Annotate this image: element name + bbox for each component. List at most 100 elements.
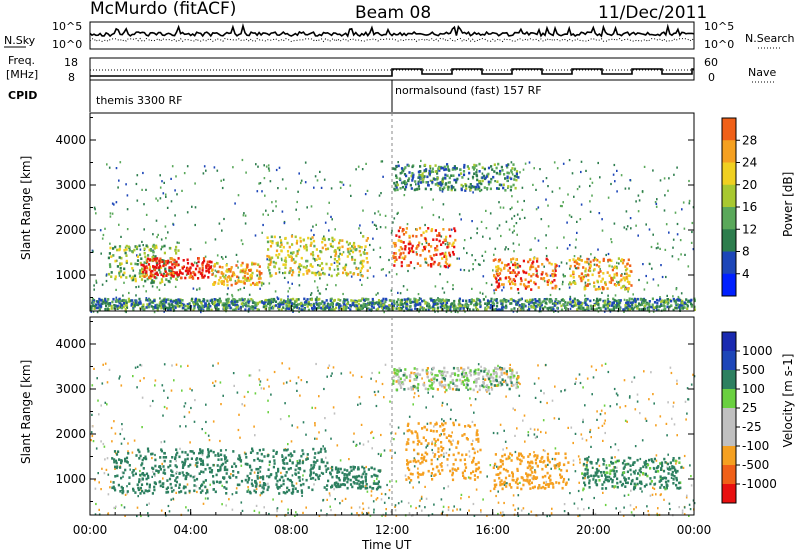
echo-cell (216, 262, 218, 265)
echo-cell (112, 254, 114, 257)
speckle-cell (382, 160, 384, 162)
echo-cell (119, 248, 121, 251)
speckle-cell (121, 504, 123, 506)
echo-cell (641, 308, 643, 311)
echo-cell (319, 264, 321, 267)
echo-cell (134, 304, 136, 307)
echo-cell (503, 267, 505, 270)
speckle-cell (339, 253, 341, 255)
echo-cell (581, 259, 583, 262)
speckle-cell (274, 371, 276, 373)
echo-cell (117, 265, 119, 268)
echo-cell (201, 274, 203, 277)
echo-cell (213, 488, 215, 491)
echo-cell (130, 263, 132, 266)
speckle-cell (580, 218, 582, 220)
echo-cell (377, 308, 379, 311)
echo-cell (538, 286, 540, 289)
speckle-cell (494, 292, 496, 294)
speckle-cell (678, 506, 680, 508)
echo-cell (516, 273, 518, 276)
speckle-cell (551, 512, 553, 514)
speckle-cell (396, 480, 398, 482)
speckle-cell (564, 389, 566, 391)
speckle-cell (373, 509, 375, 511)
echo-cell (418, 171, 420, 174)
echo-cell (409, 250, 411, 253)
speckle-cell (303, 421, 305, 423)
speckle-cell (431, 449, 433, 451)
echo-cell (398, 230, 400, 233)
echo-cell (129, 249, 131, 252)
search-label: N.Search (745, 32, 795, 45)
echo-cell (607, 287, 609, 290)
speckle-cell (341, 181, 343, 183)
freq-label: Freq. (8, 54, 35, 67)
speckle-cell (279, 167, 281, 169)
echo-cell (615, 284, 617, 287)
echo-cell (313, 472, 315, 475)
speckle-cell (263, 506, 265, 508)
speckle-cell (666, 223, 668, 225)
beam-title: Beam 08 (355, 3, 431, 23)
echo-cell (251, 263, 253, 266)
echo-cell (432, 238, 434, 241)
echo-cell (577, 257, 579, 260)
echo-cell (445, 299, 447, 302)
echo-cell (393, 264, 395, 267)
echo-cell (322, 247, 324, 250)
echo-cell (144, 256, 146, 259)
speckle-cell (608, 253, 610, 255)
echo-cell (327, 248, 329, 251)
speckle-cell (125, 183, 127, 185)
speckle-cell (380, 192, 382, 194)
echo-cell (312, 254, 314, 257)
echo-cell (109, 263, 111, 266)
speckle-cell (257, 190, 259, 192)
speckle-cell (604, 405, 606, 407)
speckle-cell (120, 236, 122, 238)
echo-cell (547, 283, 549, 286)
speckle-cell (506, 482, 508, 484)
echo-cell (623, 308, 625, 311)
echo-cell (398, 256, 400, 259)
speckle-cell (135, 468, 137, 470)
echo-cell (403, 229, 405, 232)
echo-cell (334, 299, 336, 302)
speckle-cell (120, 433, 122, 435)
echo-cell (380, 304, 382, 307)
echo-cell (419, 303, 421, 306)
echo-cell (620, 299, 622, 302)
speckle-cell (475, 259, 477, 261)
speckle-cell (93, 440, 95, 442)
echo-cell (589, 270, 591, 273)
speckle-cell (506, 447, 508, 449)
echo-cell (202, 267, 204, 270)
speckle-cell (145, 290, 147, 292)
echo-cell (321, 241, 323, 244)
speckle-cell (102, 238, 104, 240)
speckle-cell (419, 505, 421, 507)
speckle-cell (577, 507, 579, 509)
speckle-cell (298, 376, 300, 378)
echo-cell (372, 302, 374, 305)
echo-cell (447, 165, 449, 168)
speckle-cell (493, 432, 495, 434)
echo-cell (509, 283, 511, 286)
speckle-cell (550, 275, 552, 277)
echo-cell (241, 302, 243, 305)
speckle-cell (190, 248, 192, 250)
speckle-cell (174, 189, 176, 191)
echo-cell (155, 267, 157, 270)
echo-cell (278, 305, 280, 308)
echo-cell (292, 251, 294, 254)
echo-cell (598, 265, 600, 268)
echo-cell (250, 284, 252, 287)
speckle-cell (96, 377, 98, 379)
speckle-cell (263, 388, 265, 390)
speckle-cell (691, 484, 693, 486)
speckle-cell (569, 244, 571, 246)
echo-cell (360, 304, 362, 307)
echo-cell (137, 483, 139, 486)
echo-cell (148, 306, 150, 309)
